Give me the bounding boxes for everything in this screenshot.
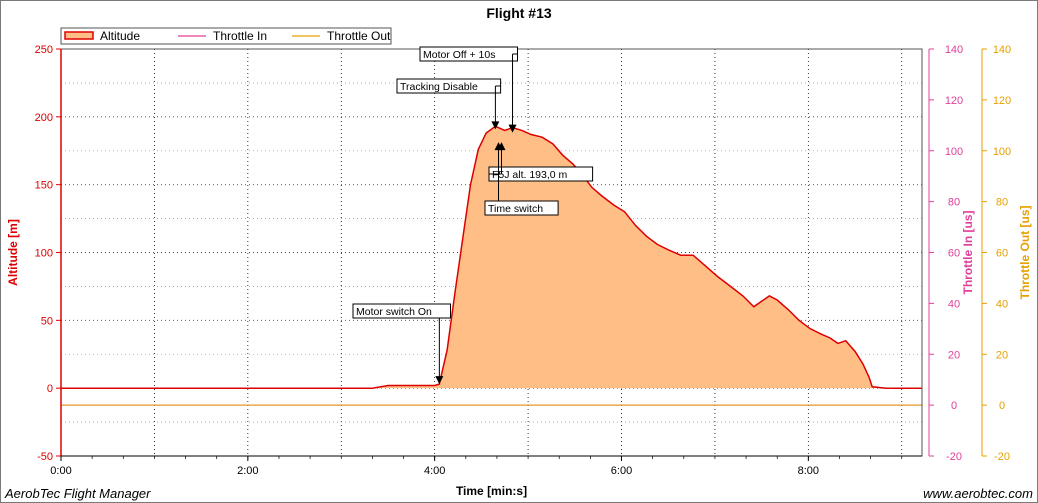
series-altitude-line	[61, 125, 922, 389]
y-right1-tick-label: 140	[945, 44, 963, 56]
y-right1-tick-label: 120	[945, 95, 963, 107]
y-right1-tick-label: 80	[948, 197, 960, 209]
x-tick-label: 6:00	[611, 465, 632, 477]
y-right1-tick-label: 40	[948, 298, 960, 310]
y-right2-tick-label: 140	[993, 44, 1011, 56]
y-right1-tick-label: -20	[946, 451, 962, 463]
y-left-tick-label: 50	[41, 315, 53, 327]
y-right2-tick-label: 20	[996, 349, 1008, 361]
y-right2-tick-label: 120	[993, 95, 1011, 107]
annotation-motor-off-arrow	[508, 124, 517, 133]
y-right2-axis-label: Throttle Out [us]	[1018, 206, 1032, 300]
footer-app-name: AerobTec Flight Manager	[5, 486, 151, 501]
x-tick-label: 2:00	[237, 465, 258, 477]
y-right1-tick-label: 100	[945, 146, 963, 158]
y-left-tick-label: 250	[35, 44, 53, 56]
chart-title: Flight #13	[486, 5, 552, 21]
y-right1-axis-label: Throttle In [us]	[961, 211, 975, 295]
y-left-tick-label: 150	[35, 180, 53, 192]
annotation-motor-switch-on-arrow	[435, 376, 444, 385]
y-right2-tick-label: 100	[993, 146, 1011, 158]
y-right1-tick-label: 0	[951, 400, 957, 412]
annotation-time-switch-label: Time switch	[488, 203, 543, 215]
series-altitude-area	[61, 126, 922, 389]
y-right2-tick-label: 0	[999, 400, 1005, 412]
y-left-tick-label: 100	[35, 248, 53, 260]
y-left-axis-label: Altitude [m]	[6, 219, 20, 286]
y-right1-tick-label: 20	[948, 349, 960, 361]
legend-label: Throttle Out	[327, 29, 391, 43]
legend-swatch-altitude	[64, 31, 94, 40]
x-tick-label: 8:00	[798, 465, 819, 477]
y-right1-tick-label: 60	[948, 248, 960, 260]
y-left-tick-label: 0	[47, 383, 53, 395]
annotation-motor-switch-on-box	[352, 303, 451, 319]
y-left-tick-label: -50	[37, 451, 53, 463]
y-right2-tick-label: -20	[994, 451, 1010, 463]
annotation-f5j-alt-label: F5J alt. 193,0 m	[492, 169, 568, 181]
legend-box	[60, 27, 392, 45]
annotation-tracking-disable-label: Tracking Disable	[400, 81, 478, 93]
y-left-tick-label: 200	[35, 112, 53, 124]
legend-label: Altitude	[100, 29, 140, 43]
annotation-motor-off-label: Motor Off + 10s	[423, 49, 495, 61]
y-right2-tick-label: 60	[996, 248, 1008, 260]
annotation-time-switch-box	[484, 200, 559, 216]
annotation-time-switch-arrow	[494, 142, 503, 151]
annotation-motor-switch-on-label: Motor switch On	[356, 306, 432, 318]
legend-label: Throttle In	[213, 29, 267, 43]
annotation-tracking-disable-arrow	[491, 121, 500, 130]
x-tick-label: 4:00	[424, 465, 445, 477]
x-tick-label: 0:00	[50, 465, 71, 477]
footer-website[interactable]: www.aerobtec.com	[923, 486, 1033, 501]
y-right2-tick-label: 80	[996, 197, 1008, 209]
y-right2-tick-label: 40	[996, 298, 1008, 310]
x-axis-label: Time [min:s]	[456, 484, 527, 498]
